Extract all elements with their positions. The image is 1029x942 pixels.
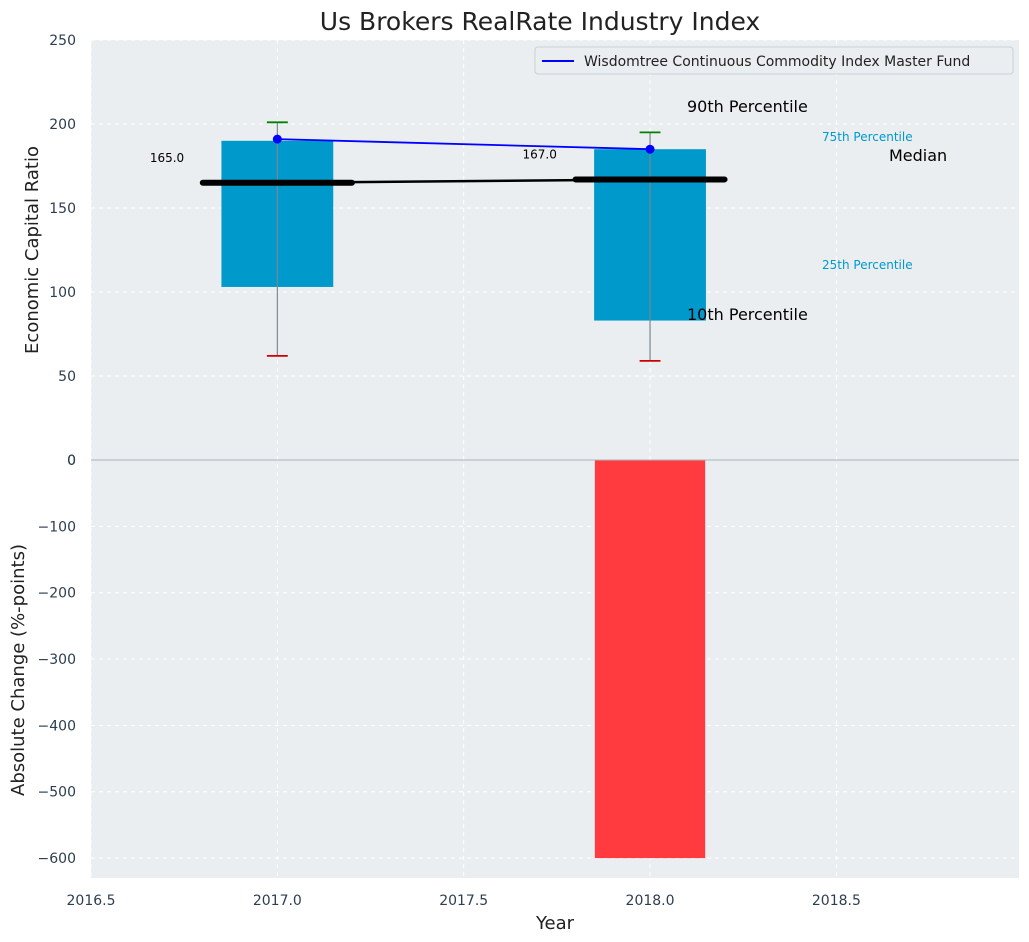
- bottom-panel-background: [91, 460, 1019, 878]
- annotation-75th-percentile: 75th Percentile: [822, 130, 913, 144]
- bottom-y-tick-label-0: 0: [67, 453, 76, 469]
- annotation-90th-percentile: 90th Percentile: [687, 97, 808, 116]
- bottom-y-tick-label-4: −400: [38, 718, 76, 734]
- marks-layer: [199, 121, 728, 859]
- series-point-2017: [272, 134, 282, 144]
- bottom-y-tick-label-3: −300: [38, 652, 76, 668]
- top-y-axis-label: Economic Capital Ratio: [22, 146, 43, 354]
- x-axis-label: Year: [535, 913, 575, 934]
- bottom-y-tick-label-6: −600: [38, 851, 76, 867]
- x-tick-label-3: 2018.0: [626, 893, 675, 909]
- legend: Wisdomtree Continuous Commodity Index Ma…: [534, 46, 1014, 75]
- annotation-layer: 165.0 167.0: [150, 147, 557, 164]
- top-y-tick-label-1: 50: [58, 369, 76, 385]
- x-tick-label-1: 2017.0: [253, 893, 302, 909]
- median-value-label-2018: 167.0: [523, 147, 557, 161]
- median-value-label-2017: 165.0: [150, 151, 184, 165]
- bottom-y-tick-label-2: −200: [38, 586, 76, 602]
- ticks-layer: 2016.5 2017.0 2017.5 2018.0 2018.5 0 50 100 150 2…: [38, 33, 861, 909]
- top-y-tick-label-2: 100: [49, 285, 76, 301]
- top-y-tick-label-3: 150: [49, 201, 76, 217]
- annotation-median: Median: [889, 146, 947, 165]
- top-y-tick-label-4: 200: [49, 117, 76, 133]
- legend-entry-label: Wisdomtree Continuous Commodity Index Ma…: [584, 54, 970, 70]
- bottom-y-tick-label-5: −500: [38, 785, 76, 801]
- x-tick-label-0: 2016.5: [67, 893, 116, 909]
- top-y-tick-label-0: 0: [67, 453, 76, 469]
- legend-box: [534, 46, 1014, 75]
- x-tick-label-4: 2018.5: [812, 893, 861, 909]
- annotation-25th-percentile: 25th Percentile: [822, 258, 913, 272]
- x-tick-label-2: 2017.5: [439, 893, 488, 909]
- bottom-y-tick-label-1: −100: [38, 519, 76, 535]
- bottom-y-axis-label: Absolute Change (%-points): [8, 544, 29, 796]
- series-line: [277, 138, 651, 151]
- series-point-2018: [645, 144, 655, 154]
- top-y-tick-label-5: 250: [49, 33, 76, 49]
- change-bar-2018: [594, 460, 706, 859]
- annotation-10th-percentile: 10th Percentile: [687, 305, 808, 324]
- chart-title: Us Brokers RealRate Industry Index: [320, 7, 760, 36]
